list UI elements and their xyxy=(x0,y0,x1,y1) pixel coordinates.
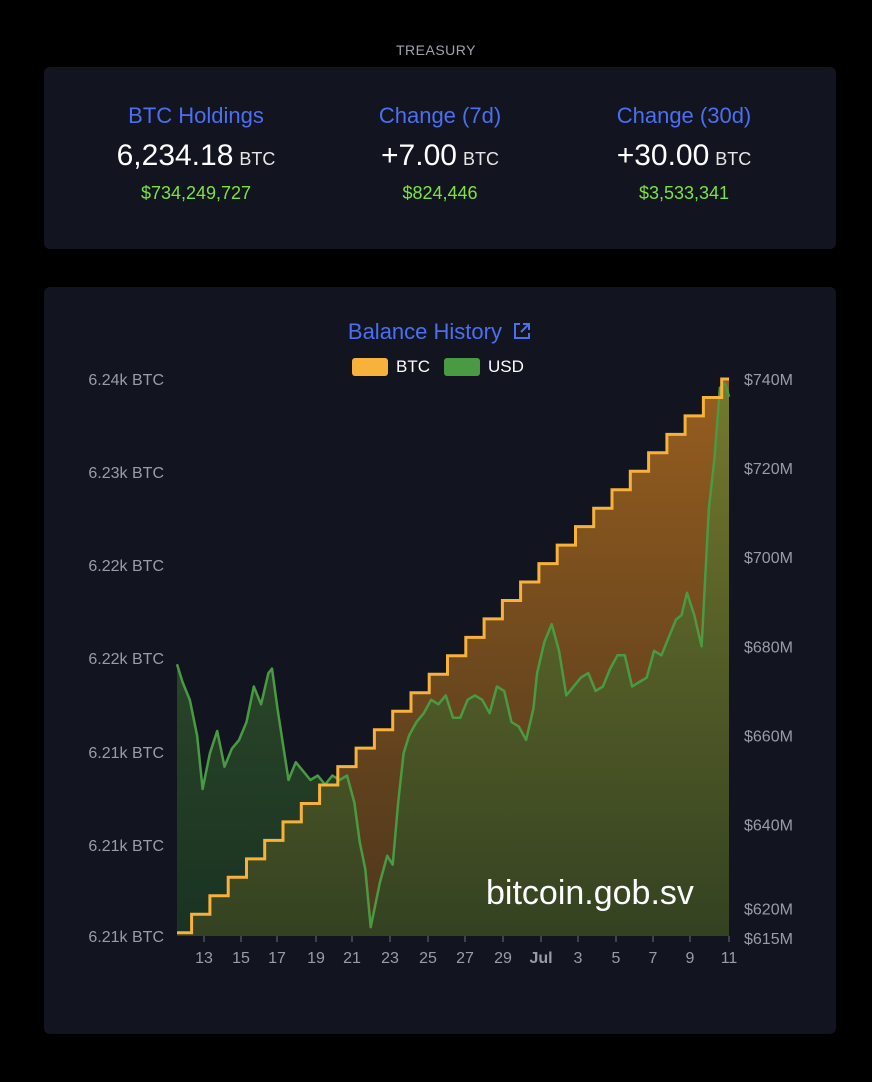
stat-usd-value: $3,533,341 xyxy=(638,183,730,203)
y-left-tick-label: 6.21k BTC xyxy=(88,838,164,855)
x-tick-label: 19 xyxy=(307,950,325,967)
x-tick-label: 15 xyxy=(232,950,250,967)
x-tick-label: 25 xyxy=(419,950,437,967)
y-axis-left: 6.24k BTC 6.23k BTC 6.22k BTC 6.22k BTC 6.21… xyxy=(88,372,164,946)
btc-series-line xyxy=(177,377,729,935)
stat-title[interactable]: Change (30d) xyxy=(616,103,752,128)
stat-amount: 6,234.18 xyxy=(116,139,234,172)
balance-history-chart[interactable]: 6.24k BTC 6.23k BTC 6.22k BTC 6.22k BTC 6.21… xyxy=(44,287,836,1034)
y-left-tick-label: 6.21k BTC xyxy=(88,745,164,762)
y-right-tick-label: $640M xyxy=(744,818,793,835)
x-tick-label: 5 xyxy=(612,950,621,967)
x-tick-label: 17 xyxy=(268,950,286,967)
usd-series-line xyxy=(175,382,731,929)
stat-title[interactable]: BTC Holdings xyxy=(128,103,264,128)
y-axis-right: $740M $720M $700M $680M $660M $640M $620M $615M xyxy=(744,372,793,948)
stat-unit: BTC xyxy=(715,149,752,169)
stats-card: BTC Holdings 6,234.18 BTC $734,249,727 Ch… xyxy=(44,67,836,249)
stat-unit: BTC xyxy=(462,149,499,169)
x-tick-label: 27 xyxy=(456,950,474,967)
stat-change-7d: Change (7d) +7.00 BTC $824,446 xyxy=(308,103,572,204)
y-left-tick-label: 6.21k BTC xyxy=(88,929,164,946)
y-right-tick-label: $680M xyxy=(744,639,793,656)
stat-unit: BTC xyxy=(239,149,276,169)
x-tick-label: 9 xyxy=(686,950,695,967)
legend-swatch-btc xyxy=(352,358,388,376)
legend-item-btc[interactable]: BTC xyxy=(352,357,430,377)
y-right-tick-label: $740M xyxy=(744,372,793,389)
usd-series-area xyxy=(177,383,729,936)
x-tick-label: 11 xyxy=(721,950,738,967)
x-tick-label: 7 xyxy=(649,950,658,967)
y-left-tick-label: 6.22k BTC xyxy=(88,651,164,668)
watermark-text: bitcoin.gob.sv xyxy=(486,874,694,912)
legend-label: USD xyxy=(488,357,524,376)
x-tick-label: 13 xyxy=(195,950,213,967)
stat-usd-value: $734,249,727 xyxy=(140,183,252,203)
chart-title-text[interactable]: Balance History xyxy=(347,319,502,344)
y-right-tick-label: $720M xyxy=(744,461,793,478)
stat-value: +7.00 BTC xyxy=(308,139,572,173)
legend-swatch-usd xyxy=(444,358,480,376)
stat-amount: +30.00 xyxy=(616,139,710,172)
section-label: TREASURY xyxy=(396,42,476,58)
y-right-tick-label: $700M xyxy=(744,550,793,567)
y-left-tick-label: 6.24k BTC xyxy=(88,372,164,389)
y-left-tick-label: 6.22k BTC xyxy=(88,558,164,575)
stat-btc-holdings: BTC Holdings 6,234.18 BTC $734,249,727 xyxy=(64,103,328,204)
legend-label: BTC xyxy=(396,357,430,376)
balance-history-card: Balance History BTC USD xyxy=(44,287,836,1034)
stat-usd-value: $824,446 xyxy=(402,183,478,203)
y-right-tick-label: $615M xyxy=(744,931,793,948)
stat-amount: +7.00 xyxy=(381,139,457,172)
stat-value: +30.00 BTC xyxy=(552,139,816,173)
y-left-tick-label: 6.23k BTC xyxy=(88,465,164,482)
stat-value: 6,234.18 BTC xyxy=(64,139,328,173)
x-tick-label: 3 xyxy=(574,950,583,967)
x-tick-label: Jul xyxy=(529,950,552,967)
y-right-tick-label: $660M xyxy=(744,728,793,745)
legend-item-usd[interactable]: USD xyxy=(444,357,524,377)
y-right-tick-label: $620M xyxy=(744,902,793,919)
external-link-icon[interactable] xyxy=(512,321,532,347)
x-axis: 13 15 17 19 21 23 25 27 29 Jul 3 5 7 9 11 xyxy=(195,936,737,967)
x-tick-label: 29 xyxy=(494,950,512,967)
plot-area xyxy=(175,377,731,936)
stat-title[interactable]: Change (7d) xyxy=(378,103,502,128)
stat-change-30d: Change (30d) +30.00 BTC $3,533,341 xyxy=(552,103,816,204)
x-tick-label: 21 xyxy=(343,950,361,967)
x-tick-label: 23 xyxy=(381,950,399,967)
chart-title[interactable]: Balance History xyxy=(44,319,836,347)
chart-legend: BTC USD xyxy=(352,357,524,377)
